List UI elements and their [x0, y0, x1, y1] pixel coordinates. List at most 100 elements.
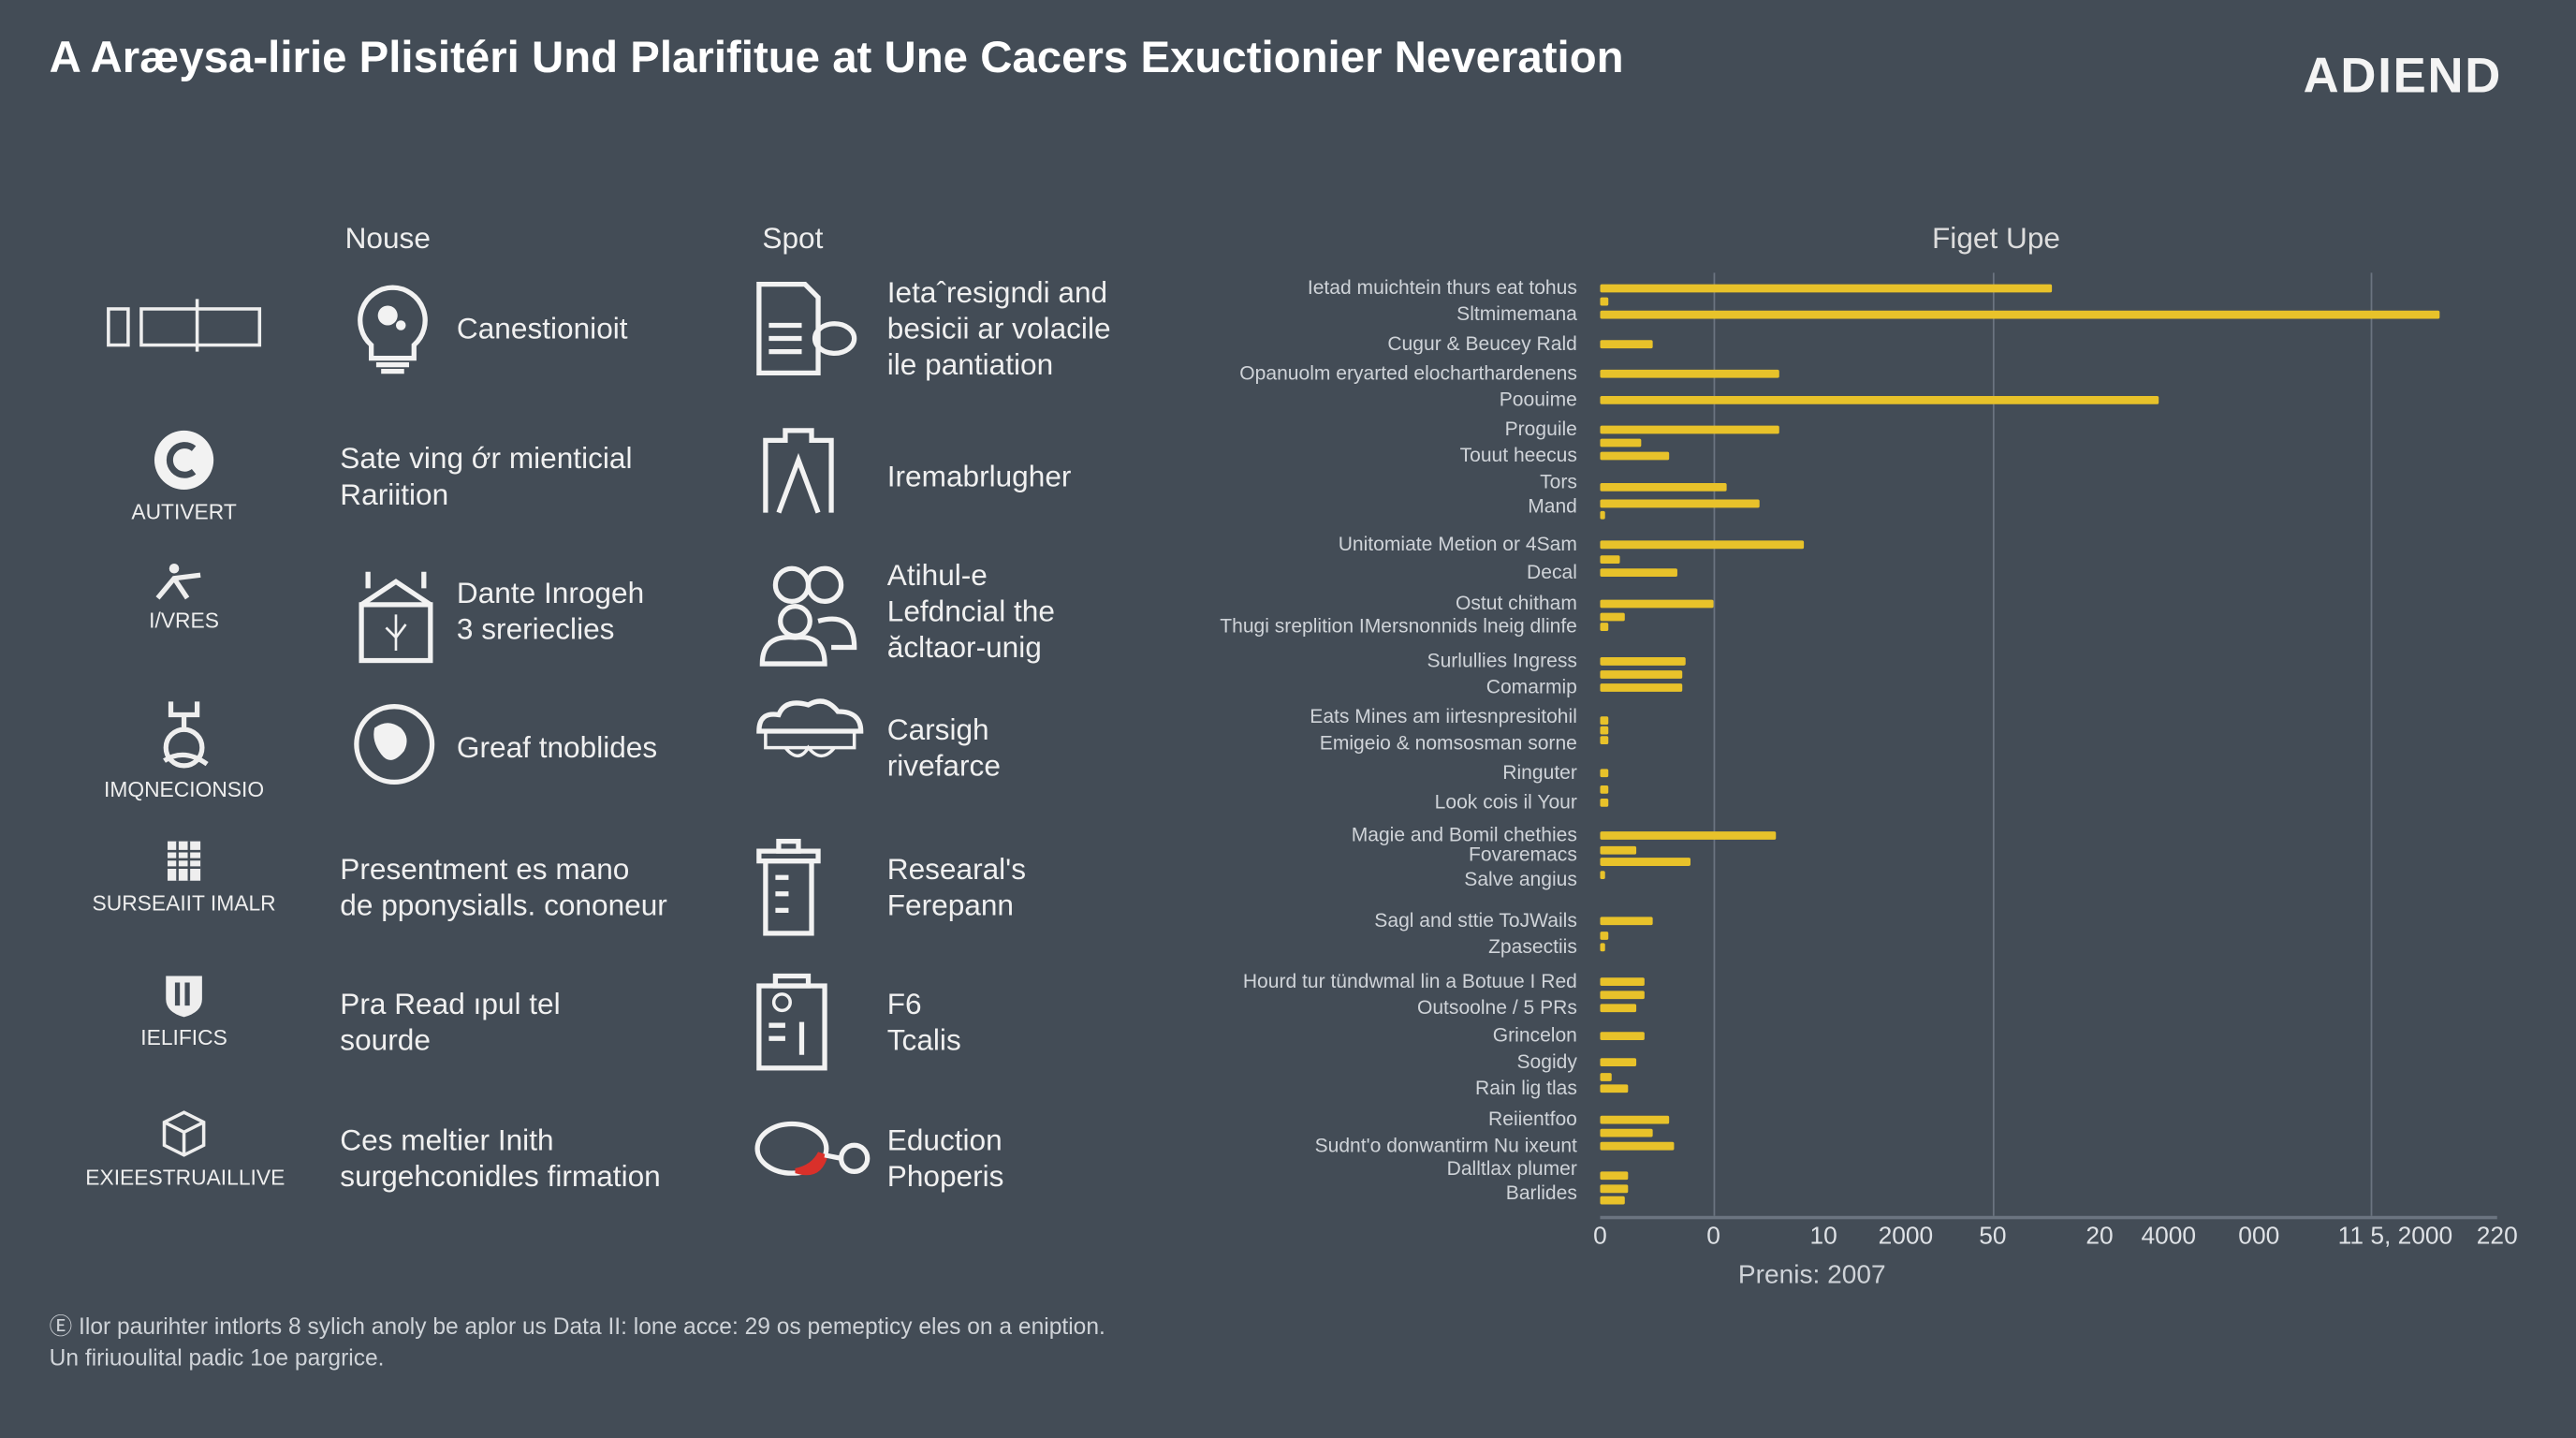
bar-label: Look cois il Your	[1434, 790, 1577, 814]
bar-label: Ringuter	[1502, 760, 1577, 785]
spot-text-line: Ferepann	[886, 888, 1015, 922]
footer-line: Ⓔ Ilor paurihter intlorts 8 sylich anoly…	[49, 1313, 1105, 1340]
x-tick-label: 20	[2086, 1222, 2114, 1251]
fox-box-logo-icon	[85, 296, 283, 355]
bar	[1600, 785, 1609, 794]
bar	[1600, 798, 1609, 807]
bar	[1600, 769, 1609, 778]
feature-text: Ces meltier Inith surgehconidles firmatio…	[340, 1123, 660, 1195]
bar	[1600, 977, 1646, 987]
column-header-nouse: Nouse	[344, 221, 431, 256]
spot-text-line: Atihul-e	[886, 558, 988, 592]
bar	[1600, 555, 1621, 564]
brand-logo-2: AUTIVERT	[85, 427, 283, 524]
bar	[1600, 683, 1682, 692]
bar-label: Hourd tur tündwmal lin a Botuue I Red	[1242, 969, 1577, 993]
brand-logo-1	[85, 296, 283, 361]
bar	[1600, 568, 1678, 578]
spot-text: F6 Tcalis	[887, 986, 961, 1058]
bar	[1600, 716, 1609, 725]
bar	[1600, 340, 1654, 349]
bar	[1600, 831, 1776, 840]
bar	[1600, 1171, 1629, 1181]
footer-note: Ⓔ Ilor paurihter intlorts 8 sylich anoly…	[50, 1312, 1105, 1374]
globe-icon	[352, 701, 437, 786]
x-tick-label: 11 5, 2000	[2337, 1222, 2453, 1251]
bar-label: Decal	[1527, 560, 1577, 584]
gridline	[1992, 272, 1995, 1216]
chart-title: Figet Upe	[1931, 221, 2060, 256]
bar	[1600, 499, 1760, 508]
bar-label: Zpasectiis	[1488, 934, 1577, 959]
bar	[1600, 845, 1637, 855]
bar-label: Comarmip	[1486, 675, 1577, 698]
x-tick-label: 0	[1706, 1222, 1720, 1251]
feature-text-line: Canestionioit	[456, 312, 628, 345]
logo-label: SURSEAIIT IMALR	[92, 890, 276, 916]
bar	[1600, 726, 1609, 735]
bar-label: Proguile	[1504, 417, 1577, 441]
logo-label: I/VRES	[149, 608, 219, 633]
bar-label: Dalltlax plumer	[1446, 1156, 1577, 1181]
bar-label: Touut heecus	[1459, 443, 1577, 467]
feature-text-line: de pponysialls. cononeur	[340, 888, 667, 922]
bar	[1600, 1115, 1670, 1124]
spot-text-line: besicii ar volacile	[886, 312, 1111, 345]
magnifier-icon	[753, 1109, 877, 1192]
bar	[1600, 482, 1727, 492]
bar	[1600, 284, 2053, 293]
bar	[1600, 425, 1780, 434]
bar	[1600, 510, 1605, 520]
x-tick-label: 10	[1809, 1222, 1837, 1251]
feature-text: Canestionioit	[457, 311, 628, 347]
circle-c-logo-icon	[85, 427, 283, 492]
bar	[1600, 438, 1642, 448]
spot-text: Eduction Phoperis	[887, 1123, 1004, 1195]
bar	[1600, 612, 1625, 622]
feature-text: Dante Inrogeh 3 srerieclies	[457, 575, 644, 647]
logo-label: EXIEESTRUAILLIVE	[85, 1165, 285, 1190]
bar-label: Barlides	[1505, 1181, 1577, 1205]
brand-logo-4: IMQNECIONSIO	[85, 698, 283, 801]
bar	[1600, 297, 1609, 306]
spot-text: Atihul-e Lefdncial the ăcltaor-unig	[887, 557, 1055, 666]
bar	[1600, 1073, 1613, 1081]
bar	[1600, 657, 1686, 666]
bar-label: Cugur & Beucey Rald	[1387, 331, 1577, 356]
spot-text-line: Iremabrlugher	[886, 460, 1072, 493]
x-tick-label: 4000	[2141, 1222, 2197, 1251]
bar	[1600, 310, 2440, 319]
cloud-icon	[753, 698, 868, 764]
bar-label: Grincelon	[1492, 1023, 1577, 1047]
bar	[1600, 1032, 1646, 1040]
spot-text-line: Phoperis	[886, 1160, 1004, 1194]
x-tick-label: 2000	[1878, 1222, 1934, 1251]
bar-label: Tors	[1540, 469, 1577, 493]
feature-text-line: Rariition	[340, 477, 449, 511]
bar	[1600, 369, 1780, 378]
x-axis-line	[1600, 1215, 2497, 1220]
column-header-spot: Spot	[762, 221, 824, 256]
logo-label: IELIFICS	[140, 1025, 227, 1050]
bar	[1600, 540, 1805, 550]
bar	[1600, 670, 1682, 679]
package-icon	[352, 565, 441, 664]
bar-label: Sagl and sttie ToJWails	[1374, 908, 1577, 932]
brand-logo-7: EXIEESTRUAILLIVE	[85, 1109, 285, 1190]
cube-logo-icon	[85, 1109, 283, 1159]
lightbulb-icon	[352, 283, 434, 374]
gridline	[1713, 272, 1716, 1216]
bar	[1600, 1128, 1654, 1137]
bar-label: Surlullies Ingress	[1427, 649, 1577, 672]
runner-logo-icon	[85, 562, 283, 601]
page-title: A Aræysa-lirie Plisitéri Und Plarifitue …	[49, 33, 1624, 82]
feature-text-line: Sate ving ớr mienticial	[340, 442, 633, 476]
bar	[1600, 623, 1609, 631]
brand-logo-3: I/VRES	[85, 562, 283, 633]
spot-text: Ietaˆresigndi and besicii ar volacile ile …	[887, 274, 1111, 383]
brand-logo-6: IELIFICS	[85, 973, 283, 1050]
brand-logo: ADIEND	[2303, 49, 2503, 104]
feature-text-line: surgehconidles firmation	[340, 1160, 661, 1194]
feature-text-line: 3 srerieclies	[456, 612, 615, 646]
